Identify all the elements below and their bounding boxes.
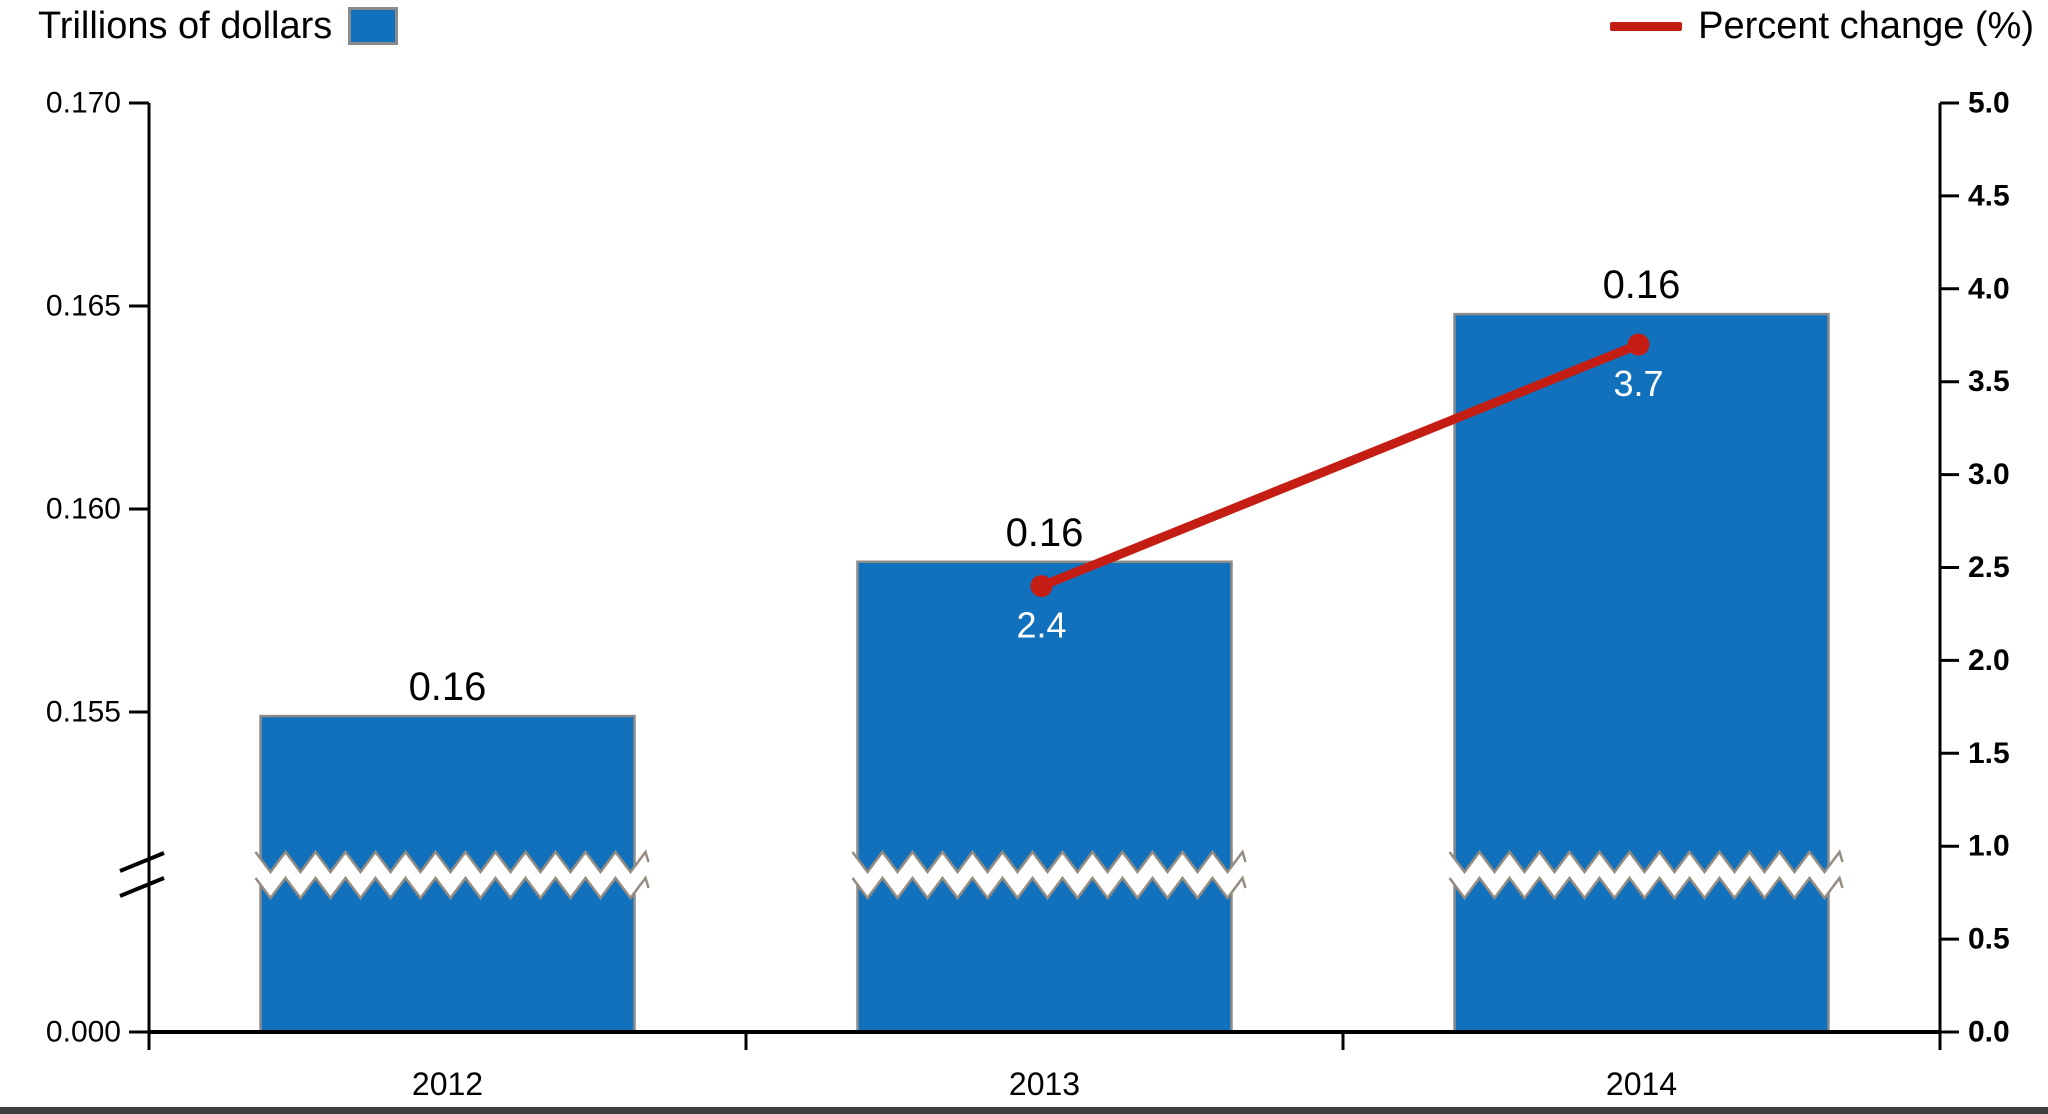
x-category-label: 2014 — [1606, 1066, 1677, 1102]
bar-break-edge — [851, 875, 1247, 901]
axis-break-group — [254, 849, 1844, 901]
bar-value-label: 0.16 — [409, 665, 487, 709]
bars-group — [259, 312, 1830, 1034]
axis-break-slash — [119, 851, 165, 873]
left-tick-label: 0.165 — [46, 290, 121, 323]
legend-left-label: Trillions of dollars — [38, 4, 333, 47]
right-tick-label: 3.5 — [1968, 365, 2010, 398]
bar-break-edge — [1448, 849, 1844, 875]
right-tick-label: 3.0 — [1968, 458, 2010, 491]
right-tick-label: 2.0 — [1968, 644, 2010, 677]
x-category-label: 2012 — [412, 1066, 483, 1102]
right-tick-label: 4.0 — [1968, 272, 2010, 305]
left-tick-label: 0.000 — [46, 1016, 121, 1049]
x-category-label: 2013 — [1009, 1066, 1080, 1102]
line-marker — [1030, 575, 1053, 598]
line-value-label: 3.7 — [1613, 363, 1663, 404]
percent-change-line — [1037, 340, 1643, 591]
bar-break-edge — [254, 875, 650, 901]
bar-break-edge — [254, 849, 650, 875]
bar-break-edge — [851, 849, 1247, 875]
line-series-group — [1030, 333, 1650, 598]
bar-2014 — [1453, 312, 1830, 1034]
left-tick-label: 0.155 — [46, 696, 121, 729]
line-series-swatch-icon — [1610, 21, 1683, 31]
legend-right: Percent change (%) — [1610, 0, 2034, 52]
right-tick-label: 0.5 — [1968, 923, 2010, 956]
bar-break-edge — [1448, 875, 1844, 901]
legend-left: Trillions of dollars — [38, 0, 399, 52]
right-tick-label: 4.5 — [1968, 179, 2010, 212]
right-tick-label: 1.0 — [1968, 830, 2010, 863]
axes-group: 0.170 0.165 0.160 0.155 0.000 5.0 4.5 4.0 3.5 3.0… — [46, 87, 2010, 1103]
right-tick-label: 0.0 — [1968, 1016, 2010, 1049]
bar-value-label: 0.16 — [1603, 263, 1681, 307]
data-labels-group: 0.16 0.16 0.16 2.4 3.7 — [409, 263, 1681, 709]
bar-2013 — [856, 560, 1233, 1034]
right-tick-label: 2.5 — [1968, 551, 2010, 584]
left-tick-label: 0.160 — [46, 493, 121, 526]
image-edge-artifact — [0, 1107, 2048, 1114]
right-tick-label: 1.5 — [1968, 737, 2010, 770]
left-tick-label: 0.170 — [46, 87, 121, 120]
line-value-label: 2.4 — [1016, 605, 1066, 646]
bar-series-swatch-icon — [348, 7, 399, 45]
bar-value-label: 0.16 — [1006, 511, 1084, 555]
legend-right-label: Percent change (%) — [1698, 4, 2034, 47]
line-marker — [1627, 333, 1650, 356]
axis-break-slash — [119, 876, 165, 898]
right-tick-label: 5.0 — [1968, 87, 2010, 120]
